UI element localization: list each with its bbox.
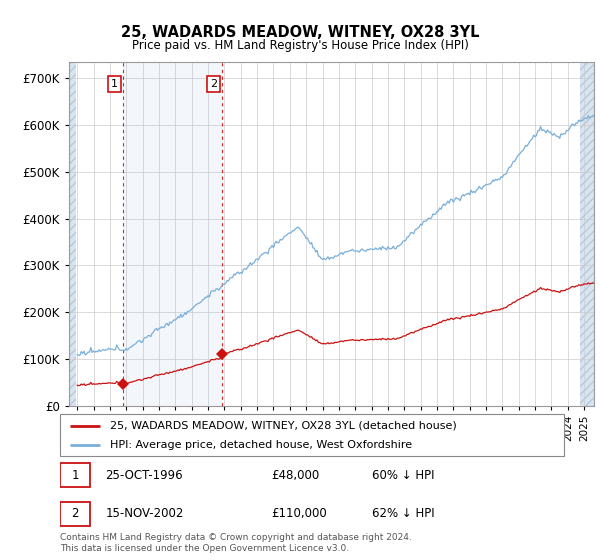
- Text: 2: 2: [210, 79, 217, 89]
- FancyBboxPatch shape: [60, 414, 564, 456]
- Text: 62% ↓ HPI: 62% ↓ HPI: [373, 507, 435, 520]
- Text: 1: 1: [71, 469, 79, 482]
- Text: Price paid vs. HM Land Registry's House Price Index (HPI): Price paid vs. HM Land Registry's House …: [131, 39, 469, 52]
- Text: HPI: Average price, detached house, West Oxfordshire: HPI: Average price, detached house, West…: [110, 440, 413, 450]
- Text: 1: 1: [111, 79, 118, 89]
- Text: 25-OCT-1996: 25-OCT-1996: [106, 469, 183, 482]
- Text: £110,000: £110,000: [272, 507, 328, 520]
- Bar: [123, 62, 223, 406]
- Text: £48,000: £48,000: [272, 469, 320, 482]
- Text: 25, WADARDS MEADOW, WITNEY, OX28 3YL: 25, WADARDS MEADOW, WITNEY, OX28 3YL: [121, 25, 479, 40]
- Text: 60% ↓ HPI: 60% ↓ HPI: [373, 469, 435, 482]
- Text: Contains HM Land Registry data © Crown copyright and database right 2024.
This d: Contains HM Land Registry data © Crown c…: [60, 533, 412, 553]
- Text: 25, WADARDS MEADOW, WITNEY, OX28 3YL (detached house): 25, WADARDS MEADOW, WITNEY, OX28 3YL (de…: [110, 421, 457, 431]
- FancyBboxPatch shape: [60, 502, 90, 526]
- Text: 15-NOV-2002: 15-NOV-2002: [106, 507, 184, 520]
- FancyBboxPatch shape: [60, 464, 90, 487]
- Text: 2: 2: [71, 507, 79, 520]
